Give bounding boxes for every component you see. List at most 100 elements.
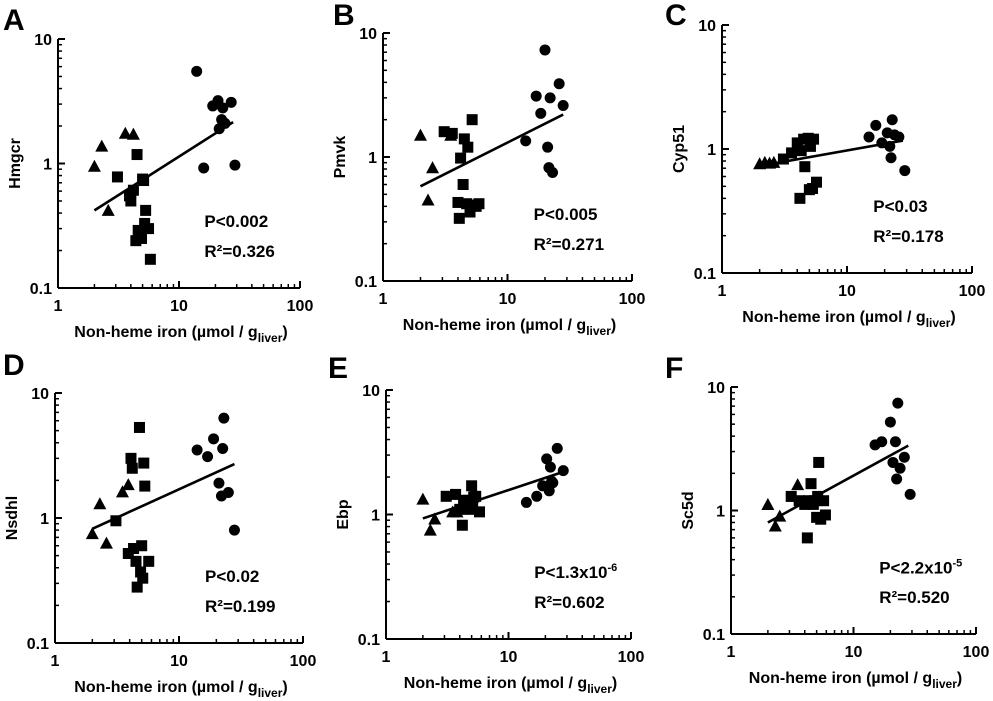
- data-point-square: [131, 581, 143, 593]
- r2-label: R²=0.520: [879, 588, 949, 607]
- data-point-triangle: [768, 519, 782, 532]
- data-point-triangle: [413, 128, 427, 141]
- data-point-circle: [542, 141, 554, 153]
- data-point-square: [456, 519, 468, 531]
- data-point-circle: [198, 162, 210, 174]
- data-point-circle: [891, 473, 903, 485]
- data-point-square: [137, 572, 149, 584]
- data-point-circle: [218, 412, 230, 424]
- data-point-triangle: [95, 139, 109, 152]
- regression-line: [422, 470, 564, 520]
- x-tick-label: 100: [287, 298, 314, 315]
- y-axis-label: Cyp51: [671, 125, 688, 173]
- data-point-square: [133, 421, 145, 433]
- y-tick-label: 1: [368, 150, 377, 167]
- data-point-square: [127, 184, 139, 196]
- data-point-circle: [229, 159, 241, 171]
- panel-letter: E: [328, 352, 348, 385]
- panel-letter: C: [665, 0, 687, 32]
- data-point-triangle: [93, 497, 107, 510]
- data-point-square: [131, 149, 143, 161]
- data-point-square: [136, 232, 148, 244]
- data-point-circle: [541, 453, 553, 465]
- y-tick-label: 1: [707, 142, 716, 159]
- data-point-circle: [863, 131, 875, 143]
- data-point-triangle: [87, 159, 101, 172]
- regression-line: [767, 444, 909, 524]
- p-value-label: P<0.002: [204, 212, 268, 231]
- data-point-square: [462, 141, 474, 153]
- data-point-square: [467, 499, 479, 511]
- data-point-square: [777, 153, 789, 165]
- data-point-square: [801, 532, 813, 544]
- data-point-circle: [544, 92, 556, 104]
- data-point-square: [818, 495, 830, 507]
- y-axis-label: Hmgcr: [7, 138, 24, 189]
- data-point-circle: [535, 107, 547, 119]
- x-axis-label: Non-heme iron (µmol / gliver): [404, 675, 617, 696]
- data-point-square: [440, 490, 452, 502]
- data-point-square: [128, 543, 140, 555]
- data-point-square: [143, 555, 155, 567]
- regression-line: [419, 113, 564, 188]
- data-point-square: [455, 152, 467, 164]
- data-point-circle: [889, 436, 901, 448]
- data-point-circle: [553, 78, 565, 90]
- data-point-square: [791, 137, 803, 149]
- data-point-square: [135, 566, 147, 578]
- x-tick-label: 1: [379, 291, 388, 308]
- r2-label: R²=0.199: [205, 597, 275, 616]
- data-point-square: [795, 145, 807, 157]
- x-tick-label: 1: [382, 649, 391, 666]
- data-point-square: [130, 555, 142, 567]
- p-value-label: P<2.2x10-5: [879, 557, 962, 577]
- data-point-square: [474, 506, 486, 518]
- data-point-triangle: [118, 126, 132, 139]
- data-point-triangle: [773, 509, 787, 522]
- data-point-circle: [898, 451, 910, 463]
- data-point-circle: [217, 102, 229, 114]
- x-axis-label: Non-heme iron (µmol / gliver): [403, 317, 616, 338]
- y-tick-label: 0.1: [30, 281, 52, 298]
- y-tick-label: 0.1: [703, 627, 725, 644]
- data-point-circle: [520, 496, 532, 508]
- x-tick-label: 10: [838, 283, 856, 300]
- data-point-square: [132, 224, 144, 236]
- data-point-square: [138, 175, 150, 187]
- data-point-square: [143, 223, 155, 235]
- data-point-circle: [876, 436, 888, 448]
- data-point-square: [794, 192, 806, 204]
- p-value-label: P<0.005: [534, 205, 598, 224]
- x-axis-label: Non-heme iron (µmol / gliver): [742, 309, 955, 330]
- data-point-square: [457, 179, 469, 191]
- r2-label: R²=0.326: [204, 242, 274, 261]
- data-point-square: [470, 490, 482, 502]
- y-axis-label: Sc5d: [680, 491, 697, 529]
- data-point-circle: [202, 451, 214, 463]
- regression-line: [93, 121, 234, 212]
- x-tick-label: 10: [499, 291, 517, 308]
- panel-letter: D: [3, 349, 25, 382]
- data-point-square: [453, 212, 465, 224]
- data-point-circle: [894, 462, 906, 474]
- data-point-triangle: [126, 127, 140, 140]
- data-point-square: [111, 171, 123, 183]
- y-tick-label: 10: [31, 386, 49, 403]
- data-point-circle: [557, 465, 569, 477]
- panel-letter: F: [665, 352, 683, 385]
- panel-letter: A: [3, 4, 25, 37]
- data-point-square: [140, 204, 152, 216]
- data-point-square: [804, 140, 816, 152]
- data-point-triangle: [121, 478, 135, 491]
- x-axis-label: Non-heme iron (µmol / gliver): [74, 679, 287, 700]
- data-point-square: [125, 452, 137, 464]
- p-value-label: P<0.03: [873, 197, 927, 216]
- y-tick-label: 1: [43, 157, 52, 174]
- data-point-circle: [539, 44, 551, 56]
- x-tick-label: 100: [959, 283, 986, 300]
- data-point-square: [138, 457, 150, 469]
